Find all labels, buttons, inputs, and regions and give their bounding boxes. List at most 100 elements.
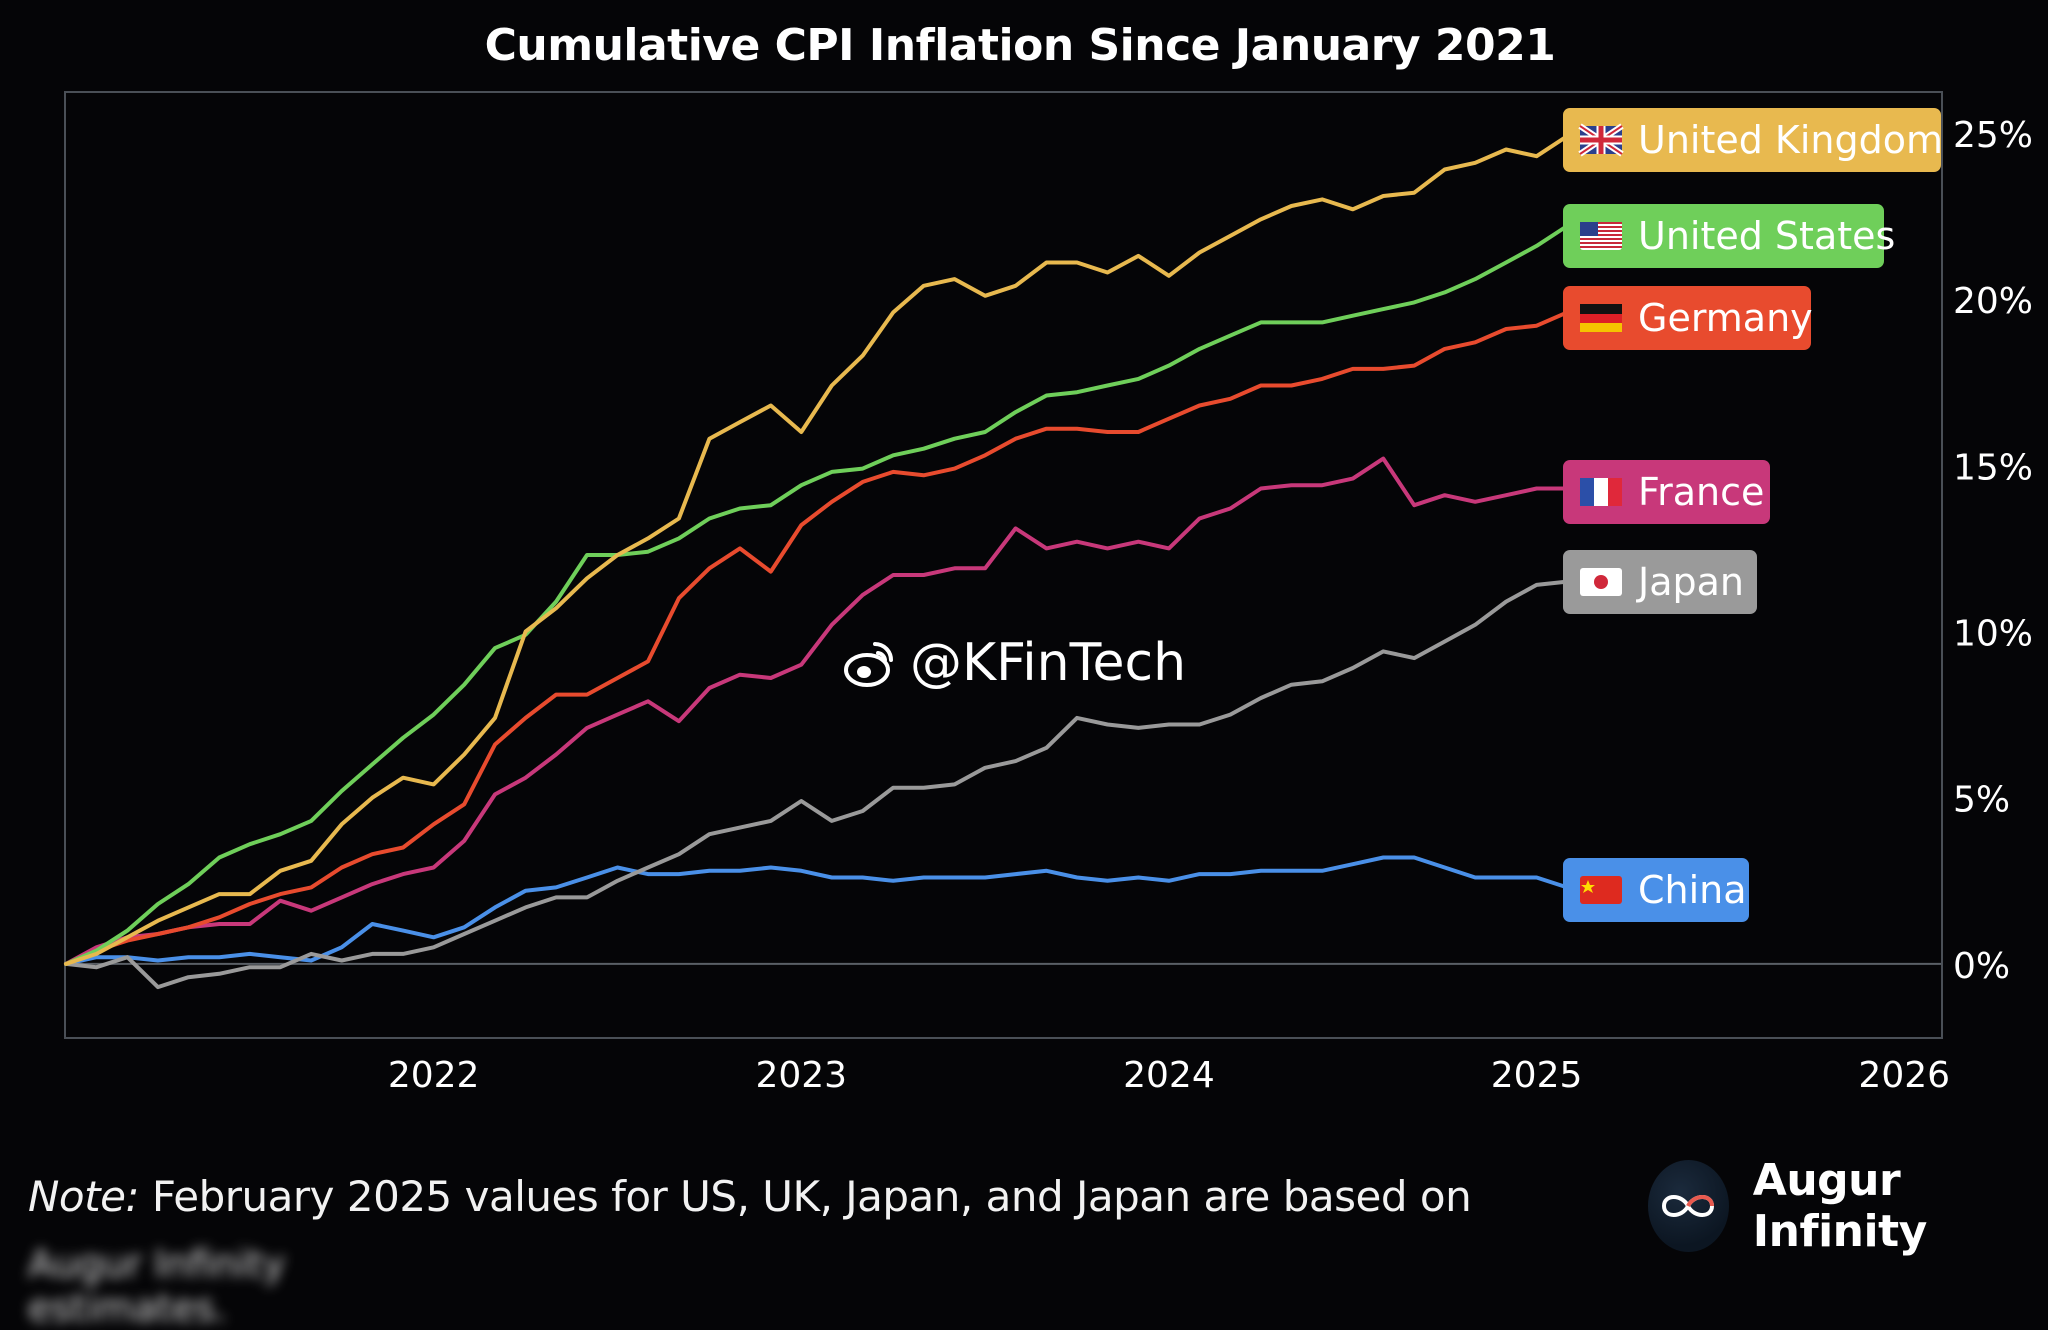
- data-point: [401, 872, 405, 876]
- data-point: [891, 786, 895, 790]
- data-point: [1412, 855, 1416, 860]
- data-point: [646, 865, 650, 870]
- data-point: [830, 470, 834, 474]
- data-point: [554, 600, 558, 604]
- legend-label-china: China: [1563, 858, 1749, 922]
- data-point: [646, 872, 650, 876]
- data-point: [309, 885, 313, 890]
- data-point: [217, 922, 221, 926]
- data-point: [799, 523, 803, 527]
- legend-badge: [1563, 286, 1811, 350]
- legend-label-text: China: [1638, 868, 1747, 912]
- data-point: [861, 467, 865, 471]
- data-point: [861, 875, 865, 880]
- legend-label-japan: Japan: [1563, 550, 1757, 614]
- data-point: [1014, 526, 1018, 531]
- infinity-logo-icon: [1648, 1160, 1729, 1252]
- data-point: [738, 869, 742, 873]
- data-point: [891, 453, 895, 457]
- data-point: [983, 875, 987, 880]
- series-line: [64, 310, 1570, 966]
- data-point: [1014, 437, 1018, 441]
- data-point: [1504, 147, 1508, 152]
- data-point: [922, 447, 926, 451]
- data-point: [554, 693, 558, 697]
- data-point: [769, 865, 773, 870]
- data-point: [248, 902, 252, 906]
- data-point: [401, 736, 405, 740]
- data-point: [340, 865, 344, 870]
- data-point: [309, 909, 313, 913]
- data-point: [1105, 270, 1110, 275]
- data-point: [1351, 666, 1355, 670]
- data-point: [1351, 477, 1355, 481]
- data-point: [1136, 875, 1140, 880]
- data-point: [432, 865, 436, 870]
- data-point: [309, 952, 313, 956]
- data-point: [493, 742, 497, 747]
- data-point: [1320, 377, 1324, 381]
- data-point: [953, 467, 957, 471]
- data-point: [554, 606, 558, 610]
- legend-label-text: France: [1638, 470, 1764, 514]
- data-point: [983, 766, 987, 770]
- data-point: [983, 294, 987, 298]
- data-point: [615, 879, 620, 883]
- data-point: [1443, 167, 1447, 172]
- data-point: [186, 905, 190, 910]
- data-point: [830, 623, 834, 627]
- data-point: [1136, 430, 1140, 434]
- data-point: [1412, 364, 1416, 368]
- series-united-states: [64, 224, 1570, 966]
- data-point: [1105, 430, 1110, 434]
- data-point: [922, 284, 926, 288]
- data-point: [156, 932, 160, 936]
- data-point: [922, 573, 926, 577]
- data-point: [462, 925, 466, 929]
- data-point: [554, 885, 558, 890]
- data-point: [1381, 457, 1385, 461]
- data-point: [1259, 486, 1263, 491]
- data-point: [830, 500, 834, 504]
- legend-label-text: Japan: [1636, 560, 1744, 604]
- data-point: [1351, 314, 1355, 318]
- data-point: [1289, 869, 1293, 873]
- data-point: [1535, 583, 1539, 587]
- footnote-tail-blurred: Augur Infinity estimates.: [28, 1242, 348, 1330]
- data-point: [340, 822, 344, 826]
- data-point: [186, 955, 190, 959]
- legend-badge: [1563, 858, 1749, 922]
- data-point: [462, 752, 466, 757]
- data-point: [1197, 516, 1202, 521]
- weibo-icon: [844, 642, 893, 687]
- data-point: [1197, 722, 1202, 727]
- data-point: [585, 553, 589, 557]
- us-flag-icon: [1580, 222, 1622, 250]
- data-point: [462, 802, 466, 806]
- footnote-text: February 2025 values for US, UK, Japan, …: [139, 1172, 1472, 1221]
- china-flag-icon: [1580, 876, 1622, 904]
- y-tick-label: 5%: [1953, 780, 2010, 821]
- data-point: [799, 430, 803, 434]
- data-point: [1320, 869, 1324, 873]
- data-point: [1289, 204, 1293, 208]
- y-tick-label: 20%: [1953, 281, 2033, 322]
- data-point: [217, 955, 221, 959]
- data-point: [677, 872, 681, 876]
- data-point: [432, 822, 436, 826]
- data-point: [370, 882, 374, 886]
- data-point: [1289, 483, 1293, 487]
- data-point: [1473, 500, 1477, 504]
- data-point: [1289, 683, 1293, 687]
- data-point: [554, 752, 558, 757]
- data-point: [1535, 324, 1539, 328]
- data-point: [64, 962, 68, 966]
- data-point: [524, 629, 528, 634]
- legend-badge: [1563, 460, 1770, 524]
- data-point: [1473, 340, 1477, 344]
- data-point: [953, 437, 957, 441]
- series-france: [64, 456, 1570, 966]
- data-point: [1259, 320, 1263, 324]
- legend-label-france: France: [1563, 460, 1770, 524]
- data-point: [432, 713, 436, 717]
